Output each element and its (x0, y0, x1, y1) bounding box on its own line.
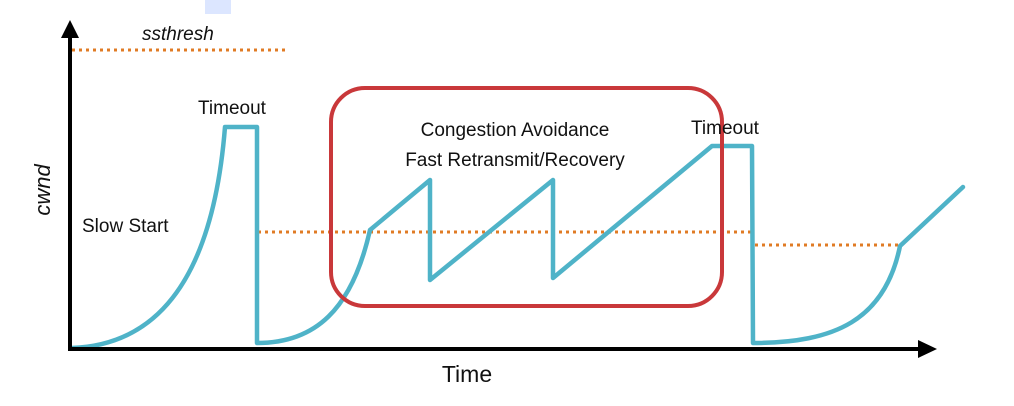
cwnd-curve (69, 124, 966, 351)
timeout-label-2: Timeout (691, 118, 760, 139)
y-axis-arrowhead (61, 20, 79, 38)
ssthresh-label: ssthresh (142, 24, 214, 45)
x-axis-label: Time (442, 361, 492, 387)
slow-start-label: Slow Start (82, 216, 169, 237)
timeout-label-1: Timeout (198, 98, 267, 119)
x-axis-arrowhead (918, 340, 937, 358)
fast-retransmit-recovery-label: Fast Retransmit/Recovery (405, 150, 625, 171)
y-axis-label: cwnd (30, 164, 55, 216)
top-highlight-mark (205, 0, 231, 14)
congestion-avoidance-box (329, 86, 724, 308)
congestion-avoidance-label: Congestion Avoidance (421, 120, 610, 141)
